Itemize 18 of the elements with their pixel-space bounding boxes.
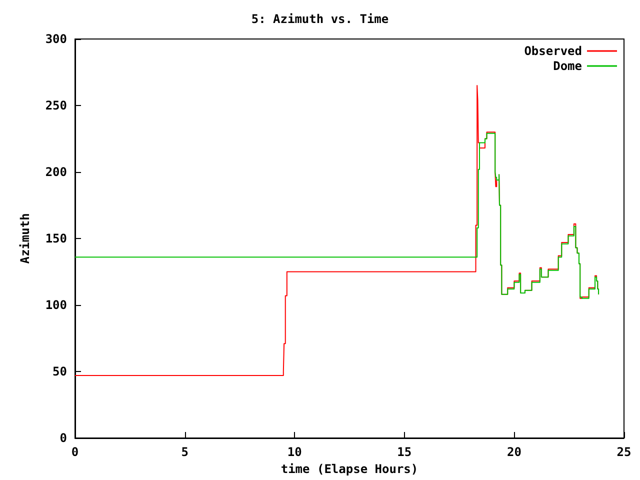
x-tick-label: 25 bbox=[616, 445, 632, 459]
y-axis-title: Azimuth bbox=[18, 213, 32, 264]
x-tick-label: 5 bbox=[181, 445, 188, 459]
legend-label: Dome bbox=[553, 59, 582, 73]
x-axis-title: time (Elapse Hours) bbox=[280, 462, 418, 476]
y-tick-label: 250 bbox=[45, 98, 67, 112]
x-tick-label: 0 bbox=[71, 445, 79, 459]
legend-label: Observed bbox=[524, 44, 582, 58]
x-tick-label: 10 bbox=[287, 445, 302, 459]
x-tick-label: 20 bbox=[506, 445, 522, 459]
y-tick-label: 0 bbox=[60, 431, 67, 445]
x-tick-label: 15 bbox=[397, 445, 412, 459]
y-tick-label: 50 bbox=[52, 364, 67, 378]
y-tick-label: 100 bbox=[45, 298, 67, 312]
y-tick-label: 150 bbox=[45, 232, 67, 246]
y-tick-label: 200 bbox=[45, 165, 67, 179]
chart-title: 5: Azimuth vs. Time bbox=[251, 12, 389, 26]
y-tick-label: 300 bbox=[45, 32, 67, 46]
